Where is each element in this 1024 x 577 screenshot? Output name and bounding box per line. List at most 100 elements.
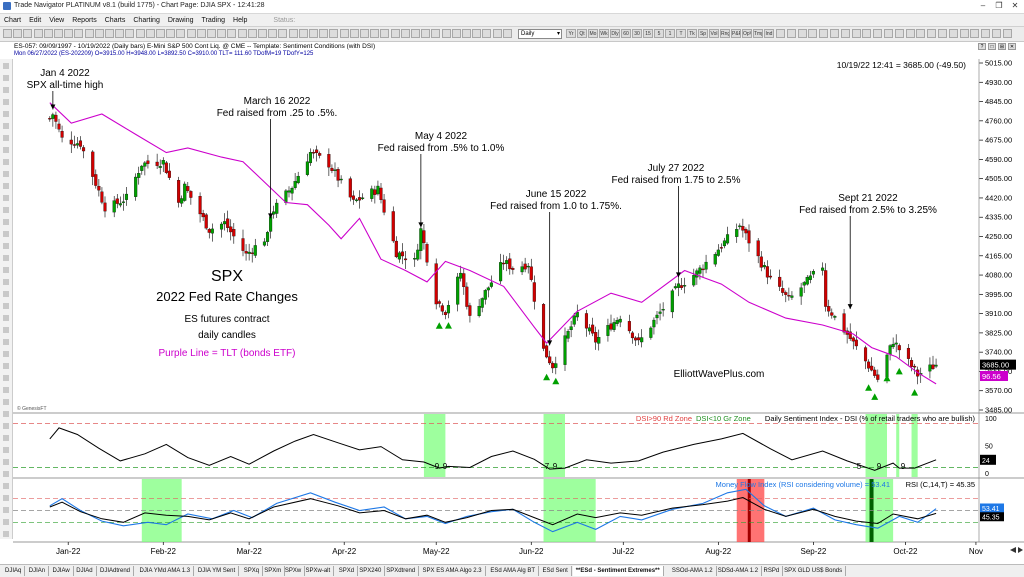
close-chart-button[interactable]: ✕ xyxy=(1008,43,1016,50)
drawing-tool-icon[interactable] xyxy=(3,471,9,477)
toolbar-tool-icon[interactable] xyxy=(421,29,431,38)
chart-page-tab[interactable]: SPXdtrend xyxy=(383,566,420,576)
chart-page-tab[interactable]: SPX GLD US$ Bonds xyxy=(781,566,847,576)
drawing-tool-icon[interactable] xyxy=(3,279,9,285)
drawing-tool-icon[interactable] xyxy=(3,291,9,297)
drawing-tool-icon[interactable] xyxy=(3,207,9,213)
toolbar-tool-icon[interactable] xyxy=(441,29,451,38)
toolbar-period-button[interactable]: 5 xyxy=(654,29,664,38)
chart-page-tab[interactable]: SPX240 xyxy=(356,566,386,576)
toolbar-drawing-icon[interactable] xyxy=(948,29,958,38)
toolbar-drawing-icon[interactable] xyxy=(1002,29,1012,38)
toolbar-drawing-icon[interactable] xyxy=(970,29,980,38)
tile-chart-button[interactable]: ⊞ xyxy=(998,43,1006,50)
toolbar-tool-icon[interactable] xyxy=(54,29,63,38)
toolbar-period-button[interactable]: P&F xyxy=(731,29,741,38)
drawing-tool-icon[interactable] xyxy=(3,111,9,117)
toolbar-tool-icon[interactable] xyxy=(349,29,359,38)
toolbar-tool-icon[interactable] xyxy=(135,29,145,38)
chart-page-tab[interactable]: DJIAn xyxy=(26,566,50,576)
toolbar-tool-icon[interactable] xyxy=(431,29,441,38)
drawing-tool-icon[interactable] xyxy=(3,303,9,309)
toolbar-drawing-icon[interactable] xyxy=(894,29,904,38)
toolbar-tool-icon[interactable] xyxy=(411,29,420,38)
toolbar-period-button[interactable]: Sp xyxy=(698,29,708,38)
toolbar-period-button[interactable]: Tk xyxy=(687,29,697,38)
drawing-tool-icon[interactable] xyxy=(3,363,9,369)
chart-page-tab[interactable]: **ESd - Sentiment Extremes** xyxy=(572,566,664,576)
toolbar-tool-icon[interactable] xyxy=(3,29,12,38)
toolbar-tool-icon[interactable] xyxy=(268,29,278,38)
toolbar-tool-icon[interactable] xyxy=(23,29,33,38)
menu-trading[interactable]: Trading xyxy=(201,16,226,24)
drawing-tool-icon[interactable] xyxy=(3,531,9,537)
chart-page-tab[interactable]: SPXw-alt xyxy=(303,566,335,576)
toolbar-tool-icon[interactable] xyxy=(227,29,237,38)
toolbar-period-button[interactable]: OpV xyxy=(742,29,752,38)
maximize-button[interactable]: ❐ xyxy=(995,1,1003,10)
chart-page-tab[interactable]: ESd Sent xyxy=(540,566,572,576)
chart-canvas[interactable]: 5015.00 4930.00 4845.00 4760.00 4675.00 4590.… xyxy=(13,59,1024,564)
drawing-tool-icon[interactable] xyxy=(3,63,9,69)
toolbar-period-button[interactable]: Tmp xyxy=(753,29,763,38)
toolbar-tool-icon[interactable] xyxy=(237,29,247,38)
toolbar-tool-icon[interactable] xyxy=(400,29,410,38)
toolbar-tool-icon[interactable] xyxy=(360,29,369,38)
toolbar-tool-icon[interactable] xyxy=(43,29,53,38)
period-select[interactable]: Daily xyxy=(518,29,562,39)
drawing-tool-icon[interactable] xyxy=(3,351,9,357)
drawing-tool-icon[interactable] xyxy=(3,495,9,501)
menu-drawing[interactable]: Drawing xyxy=(167,16,194,24)
chart-page-tab[interactable]: DJIAdtrend xyxy=(97,566,135,576)
toolbar-drawing-icon[interactable] xyxy=(851,29,861,38)
close-button[interactable]: ✕ xyxy=(1011,1,1019,10)
drawing-tool-icon[interactable] xyxy=(3,183,9,189)
drawing-tool-icon[interactable] xyxy=(3,411,9,417)
toolbar-tool-icon[interactable] xyxy=(278,29,288,38)
toolbar-tool-icon[interactable] xyxy=(298,29,308,38)
toolbar-tool-icon[interactable] xyxy=(166,29,176,38)
toolbar-period-button[interactable]: Mo xyxy=(588,29,598,38)
drawing-tool-icon[interactable] xyxy=(3,483,9,489)
drawing-tool-icon[interactable] xyxy=(3,135,9,141)
toolbar-period-button[interactable]: T xyxy=(676,29,686,38)
drawing-tool-icon[interactable] xyxy=(3,423,9,429)
drawing-tool-icon[interactable] xyxy=(3,243,9,249)
toolbar-drawing-icon[interactable] xyxy=(938,29,947,38)
toolbar-tool-icon[interactable] xyxy=(125,29,135,38)
chart-page-tab[interactable]: ESd AMA Alg BT xyxy=(487,566,540,576)
drawing-tool-icon[interactable] xyxy=(3,123,9,129)
chart-page-tab[interactable]: SPXw xyxy=(282,566,306,576)
minimize-button[interactable]: – xyxy=(980,1,986,10)
drawing-tool-icon[interactable] xyxy=(3,87,9,93)
toolbar-tool-icon[interactable] xyxy=(186,29,196,38)
restore-chart-button[interactable]: □ xyxy=(988,43,996,50)
toolbar-drawing-icon[interactable] xyxy=(862,29,872,38)
drawing-tool-icon[interactable] xyxy=(3,519,9,525)
drawing-tool-icon[interactable] xyxy=(3,195,9,201)
drawing-tool-icon[interactable] xyxy=(3,147,9,153)
toolbar-period-button[interactable]: 15 xyxy=(643,29,653,38)
drawing-tool-icon[interactable] xyxy=(3,399,9,405)
toolbar-drawing-icon[interactable] xyxy=(959,29,969,38)
toolbar-drawing-icon[interactable] xyxy=(927,29,937,38)
toolbar-period-button[interactable]: 1 xyxy=(665,29,675,38)
toolbar-tool-icon[interactable] xyxy=(370,29,380,38)
toolbar-tool-icon[interactable] xyxy=(247,29,257,38)
toolbar-tool-icon[interactable] xyxy=(482,29,492,38)
scroll-right-icon[interactable] xyxy=(1018,547,1023,553)
drawing-tool-icon[interactable] xyxy=(3,255,9,261)
toolbar-drawing-icon[interactable] xyxy=(992,29,1001,38)
toolbar-tool-icon[interactable] xyxy=(462,29,471,38)
toolbar-drawing-icon[interactable] xyxy=(776,29,785,38)
menu-charting[interactable]: Charting xyxy=(133,16,160,24)
toolbar-drawing-icon[interactable] xyxy=(873,29,883,38)
chart-page-tab[interactable]: SPXd xyxy=(336,566,359,576)
drawing-tool-icon[interactable] xyxy=(3,231,9,237)
toolbar-tool-icon[interactable] xyxy=(329,29,339,38)
drawing-tool-icon[interactable] xyxy=(3,171,9,177)
toolbar-tool-icon[interactable] xyxy=(196,29,206,38)
toolbar-period-button[interactable]: Ind xyxy=(764,29,774,38)
drawing-tool-icon[interactable] xyxy=(3,99,9,105)
toolbar-drawing-icon[interactable] xyxy=(905,29,915,38)
